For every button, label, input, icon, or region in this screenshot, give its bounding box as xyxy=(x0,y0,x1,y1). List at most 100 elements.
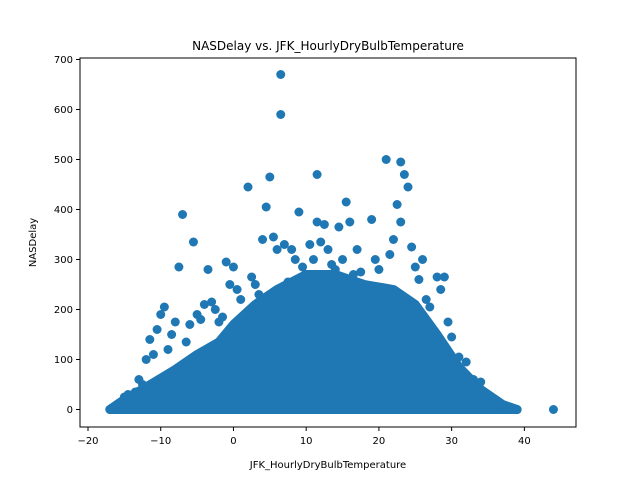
data-point xyxy=(298,262,308,272)
x-tick-label: 20 xyxy=(373,436,386,447)
y-tick-label: 0 xyxy=(67,405,73,416)
data-point xyxy=(548,405,558,414)
data-point xyxy=(148,350,158,359)
data-point xyxy=(392,200,402,209)
data-point xyxy=(178,210,188,219)
data-point xyxy=(268,232,278,242)
data-point xyxy=(185,320,195,329)
data-point xyxy=(498,400,508,409)
data-point xyxy=(454,352,464,362)
data-point xyxy=(305,240,315,249)
data-point xyxy=(432,272,442,282)
data-point xyxy=(352,245,362,254)
y-tick-label: 200 xyxy=(54,305,73,316)
data-point xyxy=(174,262,184,272)
data-point xyxy=(330,265,340,274)
data-point xyxy=(258,235,268,244)
data-point xyxy=(170,317,180,327)
data-point xyxy=(221,257,231,267)
data-point xyxy=(254,290,264,299)
data-point xyxy=(123,390,133,399)
data-point xyxy=(396,217,406,227)
data-point xyxy=(385,250,395,259)
y-axis-label: NASDelay xyxy=(28,218,39,267)
data-points xyxy=(105,70,558,414)
x-tick-label: 10 xyxy=(300,436,313,447)
data-point xyxy=(345,217,355,227)
data-point xyxy=(505,402,515,412)
data-point xyxy=(199,300,209,309)
data-point xyxy=(338,255,348,264)
data-point xyxy=(210,305,220,314)
data-point xyxy=(447,332,457,342)
data-point xyxy=(312,170,322,179)
y-tick-label: 500 xyxy=(54,155,73,166)
data-point xyxy=(145,335,155,344)
data-point xyxy=(203,265,213,274)
x-tick-label: 30 xyxy=(445,436,458,447)
x-tick-label: 0 xyxy=(230,436,236,447)
data-point xyxy=(418,255,428,264)
data-point xyxy=(279,240,289,249)
y-axis-ticks: 0 100 200 300 400 500 600 700 xyxy=(54,55,80,416)
x-tick-label: −10 xyxy=(150,436,171,447)
y-tick-label: 300 xyxy=(54,255,73,266)
data-point xyxy=(370,255,380,264)
data-point xyxy=(461,357,471,367)
chart-title: NASDelay vs. JFK_HourlyDryBulbTemperatur… xyxy=(192,39,464,53)
y-tick-label: 100 xyxy=(54,355,73,366)
data-point xyxy=(334,222,344,232)
data-point xyxy=(356,267,366,277)
data-point xyxy=(396,157,406,167)
data-point xyxy=(159,302,169,312)
data-point xyxy=(236,295,246,304)
data-point xyxy=(407,242,417,252)
data-point xyxy=(272,245,282,254)
data-point xyxy=(301,270,311,279)
data-point xyxy=(410,262,420,272)
data-point xyxy=(283,277,293,287)
x-axis-label: JFK_HourlyDryBulbTemperature xyxy=(249,460,406,471)
data-point xyxy=(276,70,286,79)
data-point xyxy=(381,155,391,164)
data-point xyxy=(414,275,424,284)
dense-point-region xyxy=(105,270,522,414)
data-point xyxy=(359,285,369,294)
data-point xyxy=(156,310,166,319)
data-point xyxy=(188,237,198,247)
data-point xyxy=(316,237,326,247)
data-point xyxy=(425,302,435,312)
plot-frame xyxy=(79,57,577,428)
data-point xyxy=(476,377,486,387)
data-point xyxy=(490,395,500,404)
data-point xyxy=(403,182,413,192)
data-point xyxy=(207,297,217,307)
data-point xyxy=(399,170,409,179)
data-point xyxy=(141,355,151,364)
data-point xyxy=(228,262,238,272)
data-point xyxy=(130,387,140,397)
data-point xyxy=(167,330,177,339)
data-point xyxy=(388,235,398,244)
x-tick-label: −20 xyxy=(77,436,98,447)
data-point xyxy=(232,285,242,294)
data-point xyxy=(138,380,148,389)
data-point xyxy=(367,215,377,224)
data-point xyxy=(225,280,235,289)
data-point xyxy=(287,245,297,254)
data-point xyxy=(348,270,358,279)
data-point xyxy=(196,315,206,324)
y-tick-label: 400 xyxy=(54,205,73,216)
data-point xyxy=(341,197,351,207)
data-point xyxy=(512,405,522,414)
data-point xyxy=(127,397,137,407)
data-point xyxy=(436,285,446,294)
data-point xyxy=(290,255,300,264)
data-point xyxy=(243,182,253,192)
data-point xyxy=(312,217,322,227)
x-tick-label: 40 xyxy=(518,436,531,447)
data-point xyxy=(439,272,449,282)
data-point xyxy=(163,345,173,354)
